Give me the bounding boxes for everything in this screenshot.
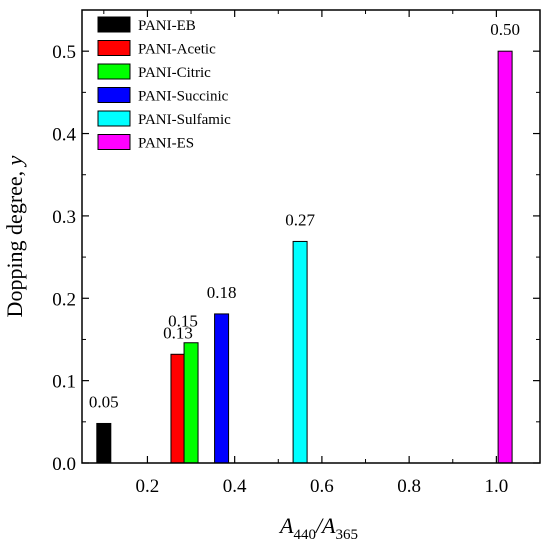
bar-pani-es (497, 50, 513, 464)
x-axis-title-sep: /A (314, 513, 336, 538)
data-label-pani-sulfamic: 0.27 (285, 210, 315, 229)
bar-pani-succinic (214, 313, 230, 464)
legend-swatch-pani-es (97, 134, 131, 150)
bar-pani-citric (183, 342, 199, 464)
data-label-pani-es: 0.50 (490, 20, 520, 39)
legend-swatch-pani-eb (97, 16, 131, 33)
legend-swatch-pani-sulfamic (97, 110, 131, 127)
bars (96, 50, 513, 464)
plot-frame (81, 9, 541, 464)
x-tick-label: 0.8 (397, 476, 421, 497)
y-tick-label: 0.0 (52, 454, 76, 475)
data-label-pani-succinic: 0.18 (207, 283, 237, 302)
data-label-pani-citric: 0.15 (168, 312, 198, 331)
legend-label-pani-succinic: PANI-Succinic (138, 89, 229, 105)
legend: PANI-EB PANI-Acetic PANI-Citric PANI-Succin… (97, 16, 231, 152)
x-tick-label: 0.4 (223, 476, 247, 497)
data-label-pani-eb: 0.05 (89, 392, 119, 411)
x-tick-label: 1.0 (485, 476, 509, 497)
bar-pani-sulfamic (292, 240, 308, 464)
legend-swatch-pani-citric (97, 63, 131, 80)
legend-label-pani-es: PANI-ES (138, 136, 194, 152)
y-axis-title-text: Dopping degree, (2, 165, 27, 317)
data-label-pani-acetic: 0.13 (163, 323, 193, 342)
y-tick-label: 0.5 (52, 42, 76, 63)
y-tick-label: 0.1 (52, 372, 76, 393)
y-tick-label: 0.3 (52, 207, 76, 228)
x-axis-title-sub1: 440 (293, 527, 316, 543)
legend-label-pani-eb: PANI-EB (138, 18, 196, 34)
legend-label-pani-citric: PANI-Citric (138, 65, 211, 81)
x-axis-title-a1: A (278, 513, 294, 538)
x-axis-title-sub2: 365 (336, 527, 359, 543)
axis-ticks: 0.2 0.4 0.6 0.8 1.0 0.0 0.1 0.2 0.3 0.4 0.5 (52, 9, 541, 497)
legend-swatch-pani-acetic (97, 40, 131, 56)
x-tick-label: 0.6 (310, 476, 334, 497)
y-axis-title-var: y (2, 155, 27, 167)
legend-swatch-pani-succinic (97, 87, 131, 103)
bar-pani-eb (96, 422, 112, 464)
legend-label-pani-sulfamic: PANI-Sulfamic (138, 112, 231, 128)
x-axis-title: A440/A365 (278, 513, 358, 543)
y-tick-label: 0.2 (52, 289, 76, 310)
x-tick-label: 0.2 (136, 476, 160, 497)
y-tick-label: 0.4 (52, 125, 76, 146)
legend-label-pani-acetic: PANI-Acetic (138, 42, 216, 58)
data-labels: 0.05 0.130.15 0.18 0.27 0.50 (89, 20, 520, 411)
y-axis-title: Dopping degree, y (2, 155, 27, 317)
bar-pani-acetic (170, 353, 186, 464)
